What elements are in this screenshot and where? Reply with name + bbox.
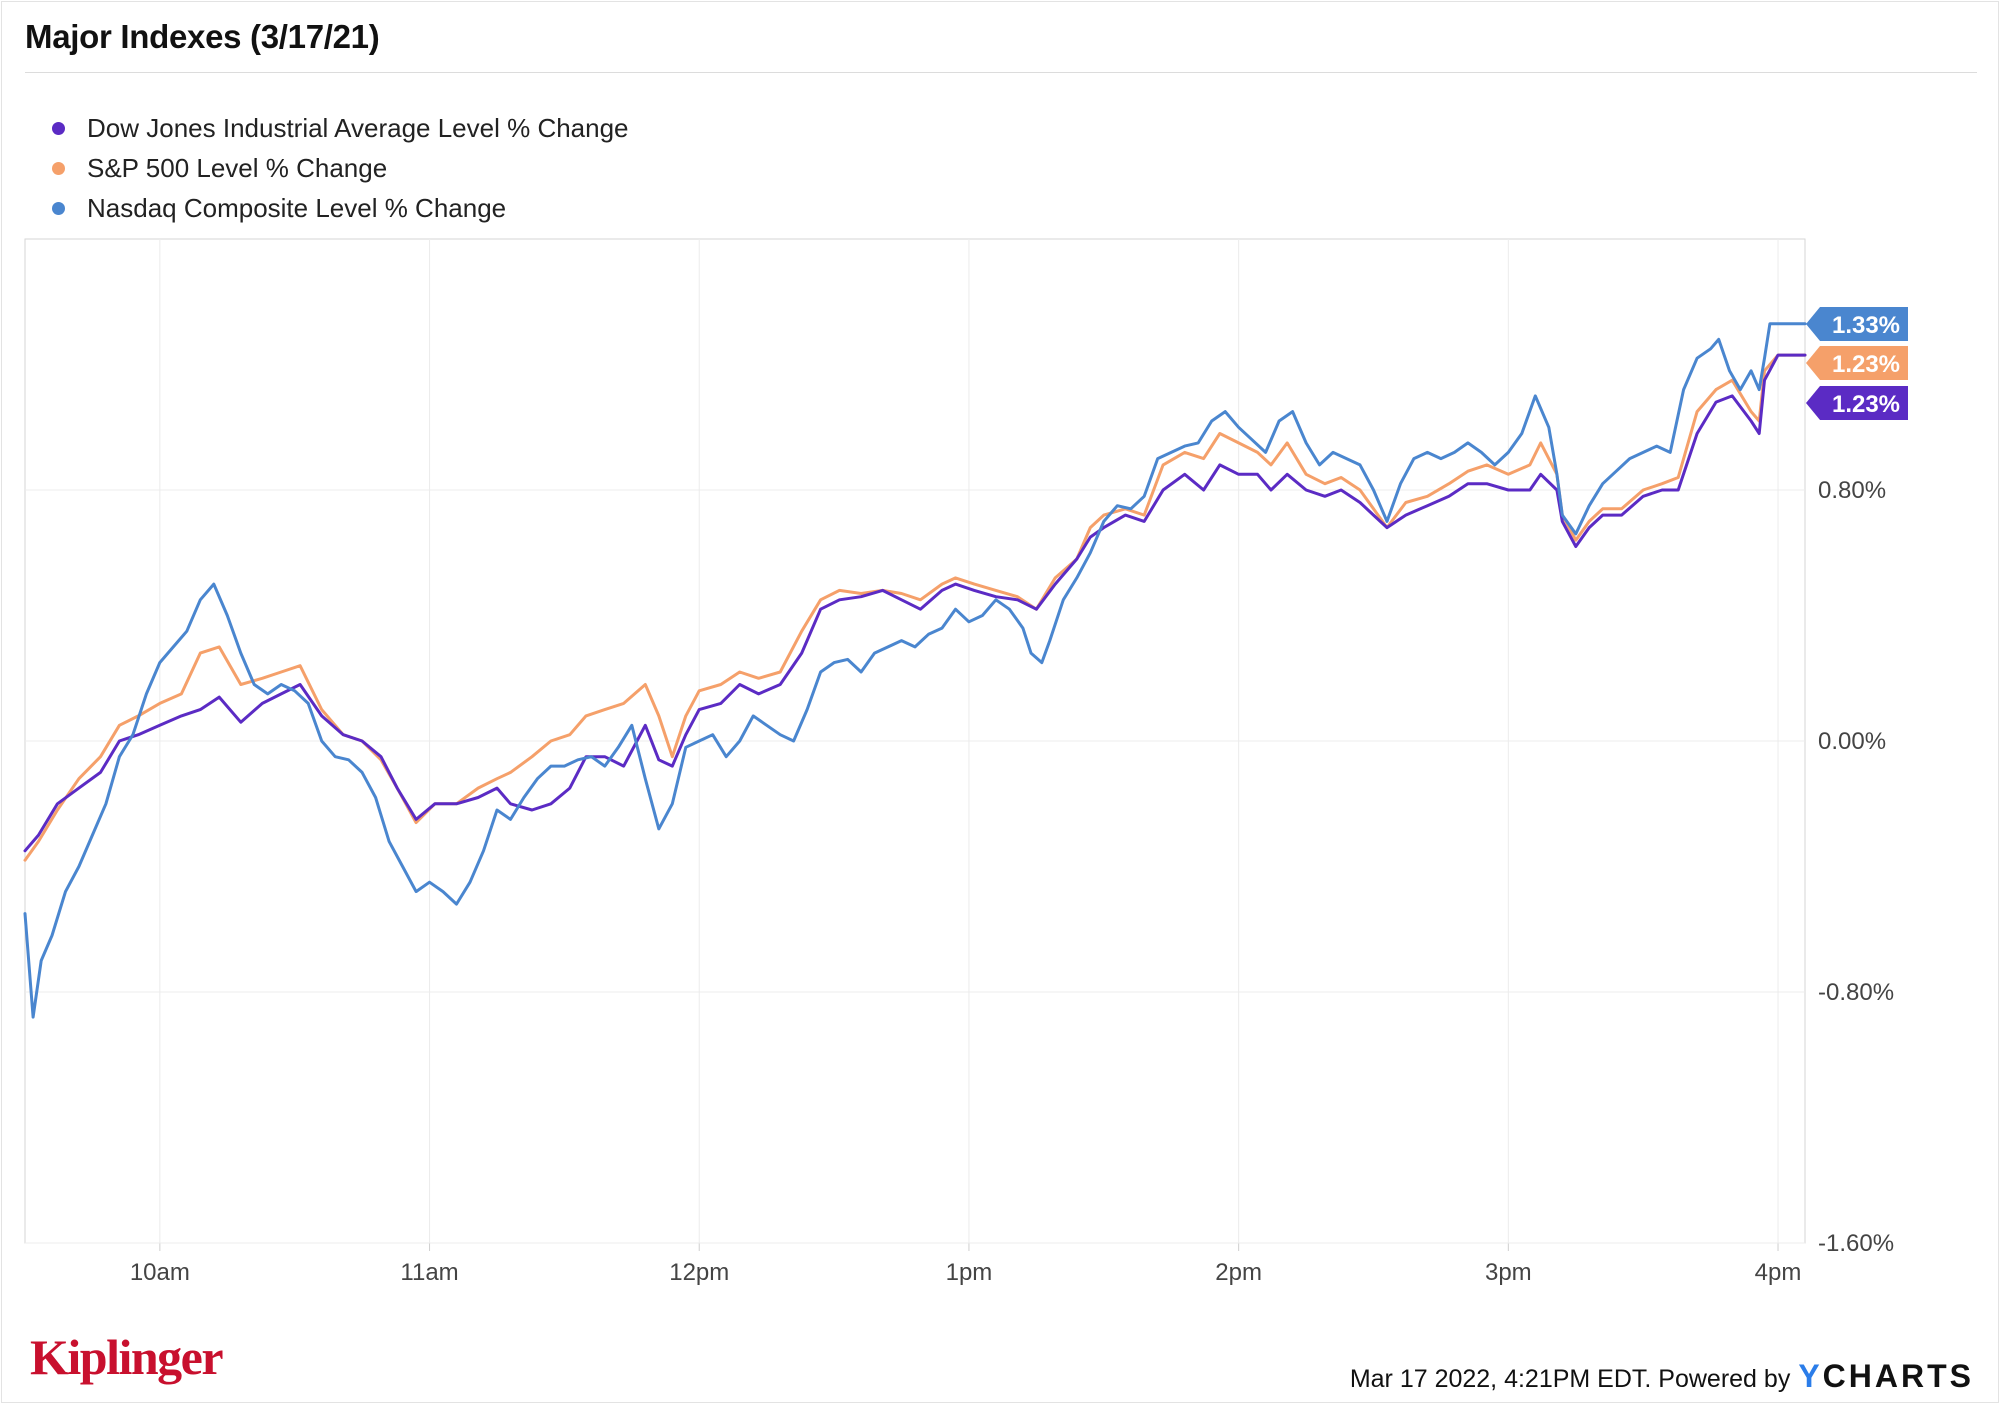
legend-item-sp500[interactable]: S&P 500 Level % Change xyxy=(52,148,629,188)
y-tick-label: -0.80% xyxy=(1818,979,1894,1006)
dow-series-line xyxy=(23,353,1807,853)
legend-item-dow[interactable]: Dow Jones Industrial Average Level % Cha… xyxy=(52,108,629,148)
dow-end-value-label: 1.23% xyxy=(1832,391,1900,418)
sp500-end-value-label-bg xyxy=(1806,346,1908,380)
nasdaq-series-line xyxy=(23,322,1807,1019)
legend-label-sp500: S&P 500 Level % Change xyxy=(87,152,388,183)
legend-label-nasdaq: Nasdaq Composite Level % Change xyxy=(87,192,507,223)
sp500-end-value-label: 1.23% xyxy=(1832,351,1900,378)
title-divider xyxy=(25,72,1977,73)
x-tick-label: 10am xyxy=(130,1259,190,1286)
footer-attribution: Mar 17 2022, 4:21PM EDT. Powered by YCHA… xyxy=(1350,1358,1974,1395)
legend-item-nasdaq[interactable]: Nasdaq Composite Level % Change xyxy=(52,188,629,228)
ycharts-logo-y: Y xyxy=(1798,1358,1823,1394)
y-tick-label: -1.60% xyxy=(1818,1230,1894,1257)
y-tick-label: 0.00% xyxy=(1818,728,1886,755)
ycharts-logo-text: CHARTS xyxy=(1822,1358,1974,1394)
nasdaq-end-value-label: 1.33% xyxy=(1832,312,1900,339)
footer-timestamp: Mar 17 2022, 4:21PM EDT. Powered by xyxy=(1349,1365,1791,1393)
x-tick-label: 4pm xyxy=(1755,1259,1802,1286)
x-tick-label: 2pm xyxy=(1215,1259,1262,1286)
x-tick-label: 3pm xyxy=(1485,1259,1532,1286)
x-tick-label: 11am xyxy=(400,1259,458,1286)
legend-dot-sp500 xyxy=(52,161,65,175)
nasdaq-end-value-label-bg xyxy=(1806,307,1908,341)
legend-dot-nasdaq xyxy=(52,201,65,215)
y-tick-label: 0.80% xyxy=(1818,477,1886,504)
ycharts-logo[interactable]: YCHARTS xyxy=(1798,1358,1974,1395)
legend-label-dow: Dow Jones Industrial Average Level % Cha… xyxy=(87,112,629,143)
legend-dot-dow xyxy=(52,121,65,135)
x-tick-label: 1pm xyxy=(946,1259,993,1286)
chart-legend: Dow Jones Industrial Average Level % Cha… xyxy=(52,108,629,228)
kiplinger-logo: Kiplinger xyxy=(30,1329,224,1385)
x-tick-label: 12pm xyxy=(669,1259,729,1286)
chart-title: Major Indexes (3/17/21) xyxy=(25,18,380,55)
dow-end-value-label-bg xyxy=(1806,386,1908,420)
